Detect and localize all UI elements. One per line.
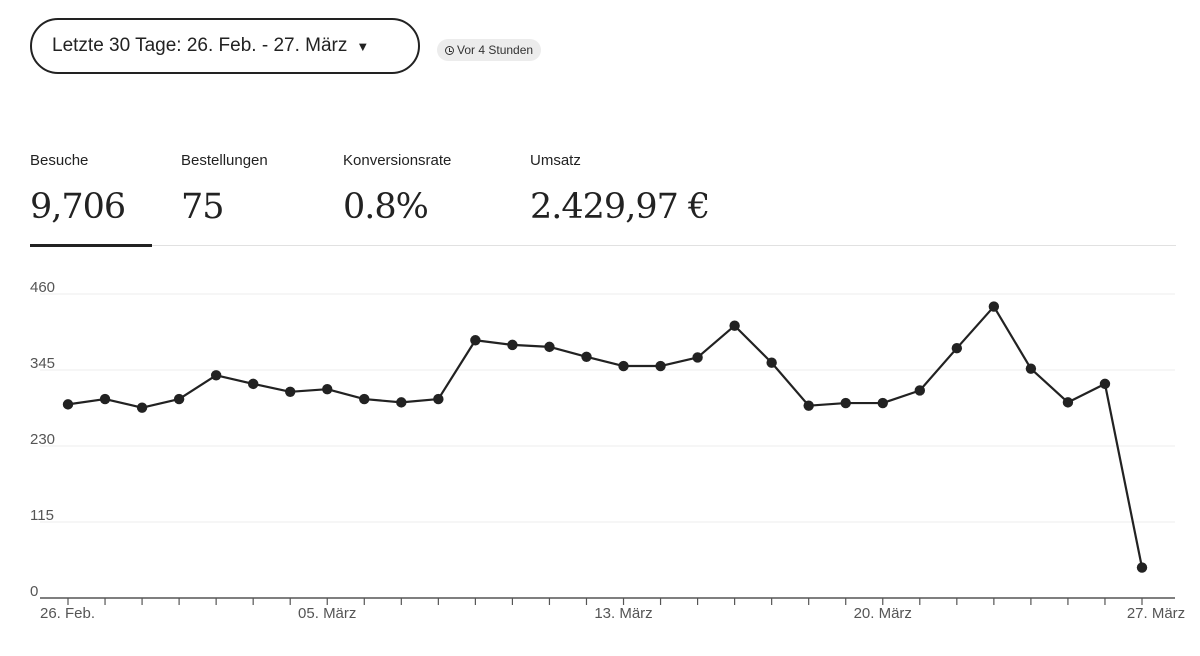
y-tick-label: 115 bbox=[30, 507, 54, 524]
metric-label: Konversionsrate bbox=[343, 152, 452, 169]
x-tick-label: 27. März bbox=[1127, 605, 1185, 622]
metric-tab-visits[interactable]: Besuche 9,706 bbox=[30, 152, 152, 247]
axis-layer: 0 115 230 345 460 26. Feb. 05. März 13. März 20.… bbox=[30, 279, 1185, 622]
series-line bbox=[67, 305, 1144, 568]
data-point[interactable] bbox=[988, 301, 1000, 312]
data-point[interactable] bbox=[877, 397, 888, 409]
data-point[interactable] bbox=[655, 360, 666, 372]
data-point[interactable] bbox=[396, 397, 407, 408]
y-tick-label: 460 bbox=[30, 279, 55, 296]
x-tick-label: 26. Feb. bbox=[40, 605, 95, 622]
data-point[interactable] bbox=[618, 360, 629, 372]
data-point[interactable] bbox=[322, 383, 333, 395]
caret-down-icon: ▼ bbox=[356, 38, 370, 54]
metric-tab-orders[interactable]: Bestellungen 75 bbox=[181, 152, 268, 227]
data-point[interactable] bbox=[433, 393, 444, 405]
metrics-divider bbox=[30, 245, 1176, 246]
metric-tab-conversion[interactable]: Konversionsrate 0.8% bbox=[343, 152, 451, 227]
data-point[interactable] bbox=[507, 339, 518, 351]
metric-label: Besuche bbox=[30, 152, 89, 169]
data-point[interactable] bbox=[1099, 378, 1111, 390]
y-tick-label: 345 bbox=[30, 355, 55, 372]
clock-icon bbox=[445, 45, 454, 55]
data-point[interactable] bbox=[692, 352, 703, 363]
date-range-label: Letzte 30 Tage: 26. Feb. - 27. März bbox=[52, 35, 348, 56]
x-tick-label: 20. März bbox=[854, 605, 912, 622]
active-tab-indicator bbox=[30, 244, 152, 247]
metric-value: 2.429,97 € bbox=[530, 187, 710, 227]
data-point[interactable] bbox=[803, 400, 814, 411]
x-tick-label: 13. März bbox=[594, 605, 652, 622]
metrics-tabs: Besuche 9,706 Bestellungen 75 Konversion… bbox=[30, 152, 1176, 248]
data-point[interactable] bbox=[210, 370, 222, 381]
data-point[interactable] bbox=[1025, 363, 1037, 374]
data-point[interactable] bbox=[544, 341, 555, 353]
data-point[interactable] bbox=[99, 393, 111, 405]
data-point[interactable] bbox=[359, 393, 370, 405]
data-point[interactable] bbox=[1062, 397, 1074, 408]
data-point[interactable] bbox=[729, 320, 740, 331]
data-point[interactable] bbox=[285, 386, 296, 398]
metric-label: Umsatz bbox=[530, 152, 581, 169]
y-tick-label: 230 bbox=[30, 431, 55, 448]
data-point[interactable] bbox=[136, 402, 148, 413]
metric-label: Bestellungen bbox=[181, 152, 268, 169]
point-layer bbox=[62, 301, 1148, 573]
visits-line-chart: 0 115 230 345 460 26. Feb. 05. März 13. März 20.… bbox=[30, 279, 1185, 622]
y-tick-label: 0 bbox=[30, 583, 38, 600]
data-point[interactable] bbox=[840, 397, 851, 409]
data-point[interactable] bbox=[173, 393, 185, 405]
metric-value: 0.8% bbox=[343, 187, 429, 227]
data-point[interactable] bbox=[62, 399, 74, 410]
metric-tab-revenue[interactable]: Umsatz 2.429,97 € bbox=[530, 152, 710, 227]
data-point[interactable] bbox=[951, 342, 963, 354]
data-point[interactable] bbox=[1136, 562, 1148, 573]
x-tick-label: 05. März bbox=[298, 605, 356, 622]
metric-value: 75 bbox=[181, 187, 225, 227]
updated-badge: Vor 4 Stunden bbox=[437, 39, 542, 61]
data-point[interactable] bbox=[766, 357, 777, 368]
metric-value: 9,706 bbox=[30, 187, 126, 227]
updated-label: Vor 4 Stunden bbox=[457, 43, 534, 57]
line-layer bbox=[67, 305, 1144, 568]
grid-layer bbox=[40, 293, 1175, 523]
date-range-button[interactable]: Letzte 30 Tage: 26. Feb. - 27. März ▼ bbox=[30, 18, 420, 74]
data-point[interactable] bbox=[914, 385, 925, 396]
data-point[interactable] bbox=[247, 378, 259, 390]
data-point[interactable] bbox=[581, 351, 592, 362]
data-point[interactable] bbox=[470, 335, 481, 346]
